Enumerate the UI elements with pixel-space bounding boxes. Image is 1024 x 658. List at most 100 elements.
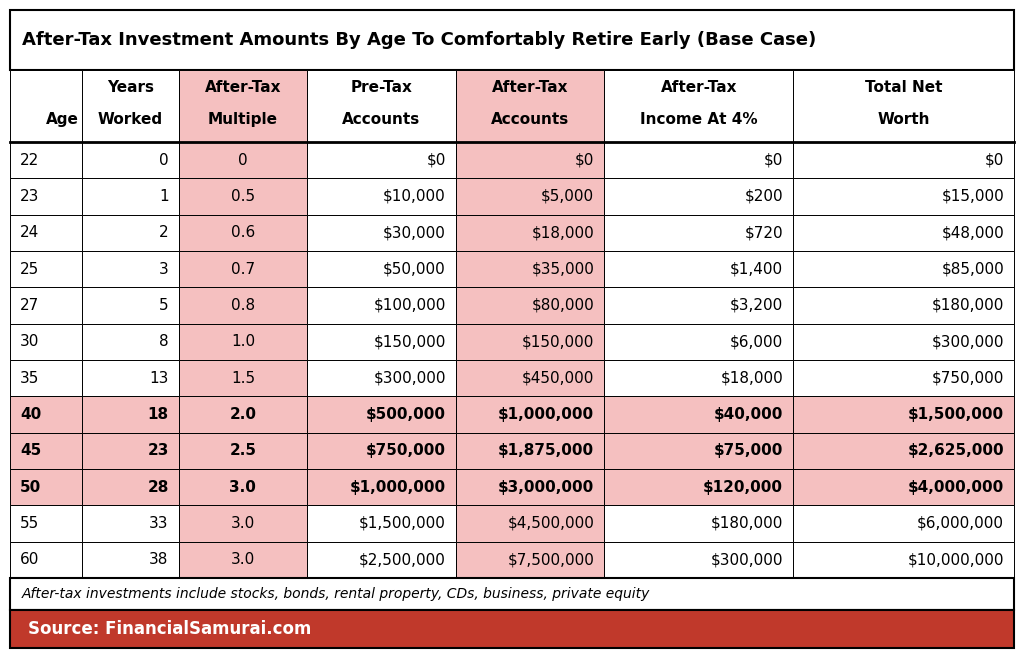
Text: Accounts: Accounts: [490, 113, 569, 128]
Text: $10,000: $10,000: [383, 189, 445, 204]
Bar: [794, 251, 1014, 288]
Text: $6,000: $6,000: [730, 334, 783, 349]
Bar: [178, 505, 307, 542]
Text: 2.5: 2.5: [229, 443, 256, 459]
Text: 50: 50: [20, 480, 41, 495]
Bar: [82, 251, 178, 288]
Bar: [82, 70, 178, 142]
Bar: [456, 215, 604, 251]
Text: 0.6: 0.6: [230, 225, 255, 240]
Text: $450,000: $450,000: [522, 370, 594, 386]
Text: $0: $0: [426, 153, 445, 168]
Bar: [178, 324, 307, 360]
Text: $80,000: $80,000: [531, 298, 594, 313]
Bar: [178, 251, 307, 288]
Text: $300,000: $300,000: [374, 370, 445, 386]
Bar: [82, 505, 178, 542]
Bar: [10, 70, 82, 142]
Text: $1,875,000: $1,875,000: [499, 443, 594, 459]
Text: $150,000: $150,000: [374, 334, 445, 349]
Text: $0: $0: [985, 153, 1004, 168]
Text: 23: 23: [20, 189, 39, 204]
Text: $2,625,000: $2,625,000: [907, 443, 1004, 459]
Bar: [10, 142, 82, 178]
Bar: [10, 178, 82, 215]
Bar: [10, 396, 82, 433]
Text: $1,500,000: $1,500,000: [908, 407, 1004, 422]
Text: 22: 22: [20, 153, 39, 168]
Bar: [10, 251, 82, 288]
Bar: [604, 142, 794, 178]
Bar: [10, 288, 82, 324]
Text: $1,500,000: $1,500,000: [358, 516, 445, 531]
Bar: [307, 433, 456, 469]
Text: After-tax investments include stocks, bonds, rental property, CDs, business, pri: After-tax investments include stocks, bo…: [22, 587, 650, 601]
Bar: [307, 505, 456, 542]
Bar: [178, 469, 307, 505]
Bar: [794, 360, 1014, 396]
Bar: [794, 178, 1014, 215]
Bar: [456, 288, 604, 324]
Text: $0: $0: [575, 153, 594, 168]
Bar: [178, 433, 307, 469]
Text: 2.0: 2.0: [229, 407, 256, 422]
Bar: [10, 324, 82, 360]
Bar: [178, 142, 307, 178]
Text: After-Tax: After-Tax: [205, 80, 282, 95]
Text: $3,200: $3,200: [730, 298, 783, 313]
Text: Years: Years: [106, 80, 154, 95]
Bar: [10, 215, 82, 251]
Text: Source: FinancialSamurai.com: Source: FinancialSamurai.com: [28, 620, 311, 638]
Text: 8: 8: [159, 334, 169, 349]
Bar: [456, 178, 604, 215]
Bar: [604, 360, 794, 396]
Text: 1: 1: [159, 189, 169, 204]
Bar: [794, 142, 1014, 178]
Text: $1,000,000: $1,000,000: [499, 407, 594, 422]
Bar: [794, 396, 1014, 433]
Text: $1,000,000: $1,000,000: [349, 480, 445, 495]
Bar: [10, 542, 82, 578]
Text: $200: $200: [744, 189, 783, 204]
Bar: [10, 578, 1014, 610]
Text: $1,400: $1,400: [730, 262, 783, 276]
Bar: [178, 215, 307, 251]
Text: $85,000: $85,000: [941, 262, 1004, 276]
Bar: [794, 542, 1014, 578]
Bar: [178, 178, 307, 215]
Text: $75,000: $75,000: [714, 443, 783, 459]
Text: Worked: Worked: [98, 113, 163, 128]
Bar: [178, 288, 307, 324]
Bar: [604, 215, 794, 251]
Text: $18,000: $18,000: [720, 370, 783, 386]
Bar: [178, 360, 307, 396]
Text: 3.0: 3.0: [230, 516, 255, 531]
Bar: [456, 505, 604, 542]
Text: $750,000: $750,000: [366, 443, 445, 459]
Text: 0.7: 0.7: [230, 262, 255, 276]
Text: $0: $0: [764, 153, 783, 168]
Text: 3.0: 3.0: [230, 552, 255, 567]
Text: 23: 23: [147, 443, 169, 459]
Bar: [456, 360, 604, 396]
Bar: [307, 251, 456, 288]
Bar: [307, 215, 456, 251]
Bar: [307, 542, 456, 578]
Text: 40: 40: [20, 407, 41, 422]
Bar: [794, 433, 1014, 469]
Bar: [82, 288, 178, 324]
Bar: [456, 542, 604, 578]
Bar: [604, 505, 794, 542]
Text: $300,000: $300,000: [711, 552, 783, 567]
Bar: [178, 542, 307, 578]
Bar: [456, 70, 604, 142]
Bar: [307, 324, 456, 360]
Text: $500,000: $500,000: [366, 407, 445, 422]
Bar: [456, 324, 604, 360]
Bar: [794, 505, 1014, 542]
Bar: [178, 396, 307, 433]
Text: $300,000: $300,000: [932, 334, 1004, 349]
Text: Multiple: Multiple: [208, 113, 278, 128]
Bar: [794, 324, 1014, 360]
Bar: [604, 178, 794, 215]
